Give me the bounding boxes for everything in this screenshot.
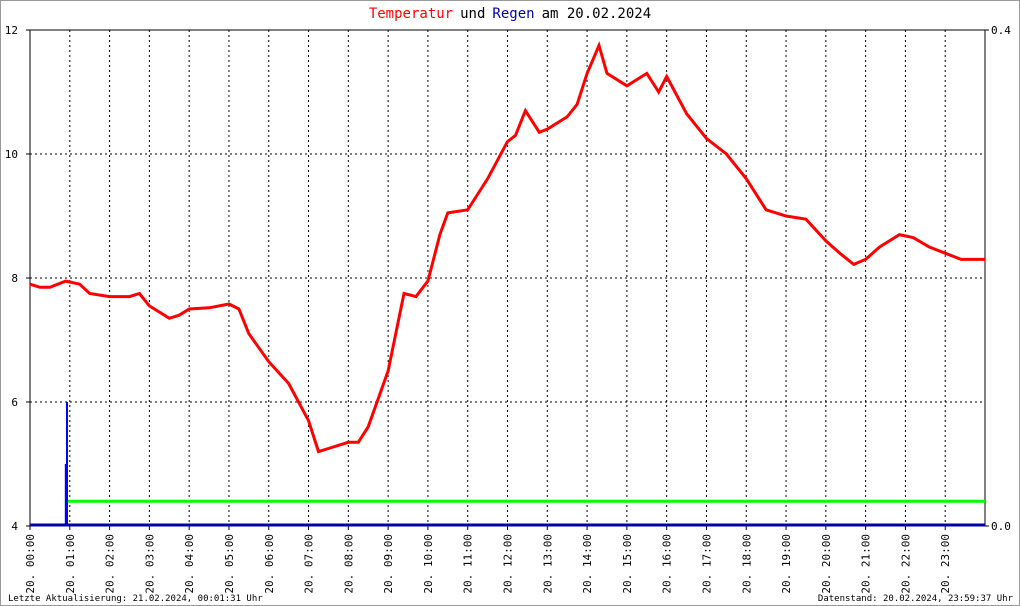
title-part: Regen <box>492 6 534 22</box>
footer-left: Letzte Aktualisierung: 21.02.2024, 00:01… <box>8 594 263 604</box>
x-tick-label: 20. 00:00 <box>24 534 37 594</box>
title-part: und <box>460 6 485 22</box>
y-tick-label: 4 <box>11 520 18 533</box>
title-part: Temperatur <box>369 6 453 22</box>
x-tick-label: 20. 03:00 <box>143 534 156 594</box>
x-tick-label: 20. 07:00 <box>303 534 316 594</box>
chart-title: Temperatur und Regen am 20.02.2024 <box>369 6 651 22</box>
x-tick-label: 20. 15:00 <box>621 534 634 594</box>
x-tick-label: 20. 19:00 <box>780 534 793 594</box>
x-tick-label: 20. 17:00 <box>700 534 713 594</box>
x-tick-label: 20. 21:00 <box>860 534 873 594</box>
x-tick-label: 20. 06:00 <box>263 534 276 594</box>
x-tick-label: 20. 09:00 <box>382 534 395 594</box>
y2-tick-label: 0.0 <box>991 520 1011 533</box>
x-tick-label: 20. 04:00 <box>183 534 196 594</box>
y-tick-label: 6 <box>11 396 18 409</box>
x-tick-label: 20. 22:00 <box>899 534 912 594</box>
bar <box>66 402 69 526</box>
x-tick-label: 20. 01:00 <box>64 534 77 594</box>
x-tick-label: 20. 12:00 <box>502 534 515 594</box>
x-tick-label: 20. 18:00 <box>740 534 753 594</box>
x-tick-label: 20. 11:00 <box>462 534 475 594</box>
x-tick-label: 20. 23:00 <box>939 534 952 594</box>
x-tick-label: 20. 13:00 <box>541 534 554 594</box>
x-tick-label: 20. 16:00 <box>661 534 674 594</box>
series-line <box>29 41 985 454</box>
title-part: am 20.02.2024 <box>542 6 652 22</box>
x-tick-label: 20. 14:00 <box>581 534 594 594</box>
y2-tick-label: 0.4 <box>991 24 1011 37</box>
x-tick-label: 20. 10:00 <box>422 534 435 594</box>
footer-right: Datenstand: 20.02.2024, 23:59:37 Uhr <box>818 594 1014 604</box>
x-tick-label: 20. 20:00 <box>820 534 833 594</box>
bar <box>64 464 67 526</box>
y-tick-label: 10 <box>5 148 18 161</box>
y-tick-label: 8 <box>11 272 18 285</box>
x-tick-label: 20. 02:00 <box>104 534 117 594</box>
x-tick-label: 20. 05:00 <box>223 534 236 594</box>
y-tick-label: 12 <box>5 24 18 37</box>
x-tick-label: 20. 08:00 <box>342 534 355 594</box>
